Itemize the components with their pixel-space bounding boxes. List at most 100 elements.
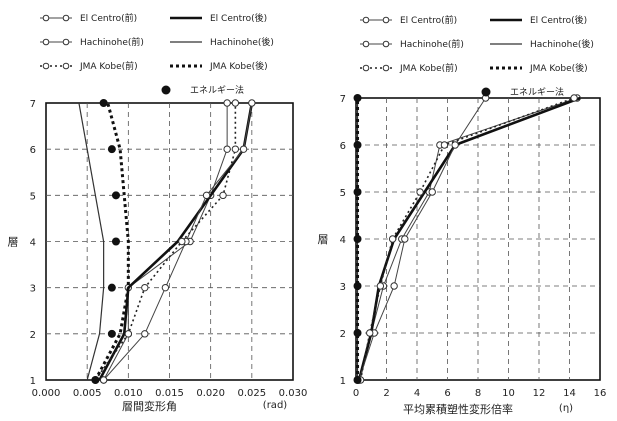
y-axis-label: 層 xyxy=(318,233,329,246)
x-tick-label: 14 xyxy=(563,388,576,399)
y-tick-label: 2 xyxy=(340,329,346,340)
data-point xyxy=(401,235,409,243)
x-tick-label: 8 xyxy=(475,388,481,399)
x-axis-label: 層間変形角 xyxy=(122,399,177,413)
legend-label: El Centro(前) xyxy=(80,12,137,24)
data-point xyxy=(111,191,120,200)
legend-label: JMA Kobe(後) xyxy=(209,60,268,72)
legend-label: El Centro(後) xyxy=(210,12,267,24)
y-tick-label: 1 xyxy=(340,376,346,387)
data-point xyxy=(107,283,116,292)
data-point xyxy=(451,141,459,149)
data-point xyxy=(141,283,149,292)
data-point xyxy=(570,94,578,102)
x-tick-label: 2 xyxy=(383,388,389,399)
x-tick-label: 4 xyxy=(414,388,420,399)
data-point xyxy=(99,99,108,107)
y-tick-label: 3 xyxy=(340,282,346,293)
x-tick-label: 0.020 xyxy=(196,388,225,399)
legend-marker xyxy=(382,40,390,48)
y-tick-label: 5 xyxy=(340,188,346,199)
data-point xyxy=(353,235,362,243)
data-point xyxy=(107,329,116,338)
data-point xyxy=(161,283,170,292)
data-point xyxy=(219,191,227,200)
x-tick-label: 0.030 xyxy=(279,388,308,399)
y-tick-label: 7 xyxy=(340,94,346,105)
series-line xyxy=(94,102,130,381)
x-tick-label: 10 xyxy=(502,388,515,399)
data-point xyxy=(111,237,120,246)
data-point xyxy=(107,145,116,154)
legend-label: JMA Kobe(前) xyxy=(399,62,458,74)
data-point xyxy=(366,329,374,337)
y-tick-label: 4 xyxy=(30,238,36,249)
x-tick-label: 16 xyxy=(594,388,607,399)
legend-label: エネルギー法 xyxy=(190,84,244,96)
y-tick-label: 1 xyxy=(30,376,36,387)
data-point xyxy=(428,188,436,196)
x-tick-label: 12 xyxy=(533,388,546,399)
legend-marker xyxy=(362,16,370,24)
y-tick-label: 6 xyxy=(30,145,36,156)
legend-marker xyxy=(481,87,491,97)
y-axis-label: 層 xyxy=(8,236,19,249)
data-point xyxy=(353,188,362,196)
legend-label: JMA Kobe(後) xyxy=(529,62,588,74)
x-axis-label: 平均累積塑性変形倍率 xyxy=(403,402,513,416)
legend-label: Hachinohe(後) xyxy=(530,38,594,50)
data-point xyxy=(178,237,186,246)
x-tick-label: 6 xyxy=(444,388,450,399)
legend-marker xyxy=(382,16,390,24)
data-point xyxy=(99,376,108,384)
data-point xyxy=(353,376,362,384)
data-point xyxy=(141,330,149,338)
data-point xyxy=(440,141,449,149)
data-point xyxy=(353,141,362,149)
data-point xyxy=(376,282,385,290)
legend-marker xyxy=(161,85,171,95)
x-axis-unit: (η) xyxy=(559,403,573,414)
x-tick-label: 0.015 xyxy=(155,388,184,399)
data-point xyxy=(124,330,133,338)
data-point xyxy=(223,99,231,107)
legend-marker xyxy=(62,62,70,70)
data-point xyxy=(248,99,256,107)
legend-marker xyxy=(42,38,50,46)
x-axis-unit: (rad) xyxy=(263,400,287,411)
legend-label: El Centro(前) xyxy=(400,14,457,26)
data-point xyxy=(416,188,424,196)
legend-marker xyxy=(62,38,70,46)
series-line xyxy=(78,102,105,381)
x-tick-label: 0 xyxy=(353,388,359,399)
legend-label: El Centro(後) xyxy=(530,14,587,26)
y-tick-label: 6 xyxy=(340,141,346,152)
data-point xyxy=(202,191,211,200)
data-point xyxy=(239,145,248,153)
x-tick-label: 0.025 xyxy=(238,388,267,399)
x-tick-label: 0.010 xyxy=(114,388,143,399)
legend: El Centro(前) El Centro(後) Hachinohe(前) Hach… xyxy=(40,12,274,96)
data-point xyxy=(231,99,240,107)
legend-label: Hachinohe(前) xyxy=(80,36,144,48)
y-tick-label: 4 xyxy=(340,235,346,246)
data-point xyxy=(231,145,240,153)
legend-marker xyxy=(362,64,370,72)
legend-label: JMA Kobe(前) xyxy=(79,60,138,72)
chart-left: 0.000 0.005 0.010 0.015 0.020 0.025 0.030 1 2 3 4 5… xyxy=(8,12,308,413)
legend-label: Hachinohe(後) xyxy=(210,36,274,48)
legend-marker xyxy=(382,64,390,72)
data-point xyxy=(353,329,362,337)
y-tick-label: 2 xyxy=(30,330,36,341)
legend-label: エネルギー法 xyxy=(510,86,564,98)
y-tick-label: 3 xyxy=(30,284,36,295)
data-point xyxy=(390,282,398,290)
data-point xyxy=(388,235,397,243)
legend-label: Hachinohe(前) xyxy=(400,38,464,50)
legend-marker xyxy=(362,40,370,48)
legend: El Centro(前) El Centro(後) Hachinohe(前) Hach… xyxy=(360,14,594,98)
legend-marker xyxy=(62,14,70,22)
data-point xyxy=(353,282,362,290)
